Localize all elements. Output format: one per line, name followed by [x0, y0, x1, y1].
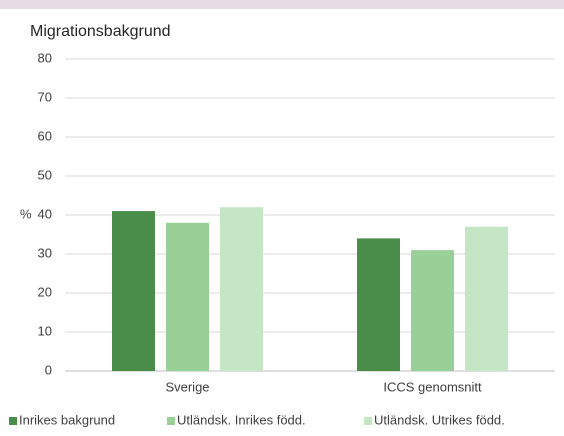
- legend-label: Inrikes bakgrund: [19, 412, 115, 427]
- y-tick-label: 60: [38, 128, 52, 143]
- legend-swatch: [167, 417, 175, 425]
- bar: [465, 226, 508, 371]
- y-tick-label: 50: [38, 167, 52, 182]
- legend-label: Utländsk. Inrikes född.: [177, 412, 306, 427]
- y-tick-label: 20: [38, 284, 52, 299]
- legend-label: Utländsk. Utrikes född.: [374, 412, 505, 427]
- bar: [411, 250, 454, 371]
- bar: [220, 207, 263, 371]
- bar: [357, 238, 400, 371]
- top-band: [0, 0, 564, 9]
- y-tick-label: 0: [45, 362, 52, 377]
- y-tick-label: 30: [38, 245, 52, 260]
- y-tick-label: 70: [38, 89, 52, 104]
- bar: [112, 211, 155, 371]
- chart-title: Migrationsbakgrund: [30, 23, 171, 40]
- y-tick-label: 10: [38, 323, 52, 338]
- y-tick-label: 40: [38, 206, 52, 221]
- legend-swatch: [364, 417, 372, 425]
- x-tick-label: ICCS genomsnitt: [383, 379, 482, 394]
- y-tick-label: 80: [38, 50, 52, 65]
- x-tick-label: Sverige: [165, 379, 209, 394]
- y-axis-label: %: [20, 206, 32, 221]
- legend-swatch: [9, 417, 17, 425]
- bar: [166, 222, 209, 371]
